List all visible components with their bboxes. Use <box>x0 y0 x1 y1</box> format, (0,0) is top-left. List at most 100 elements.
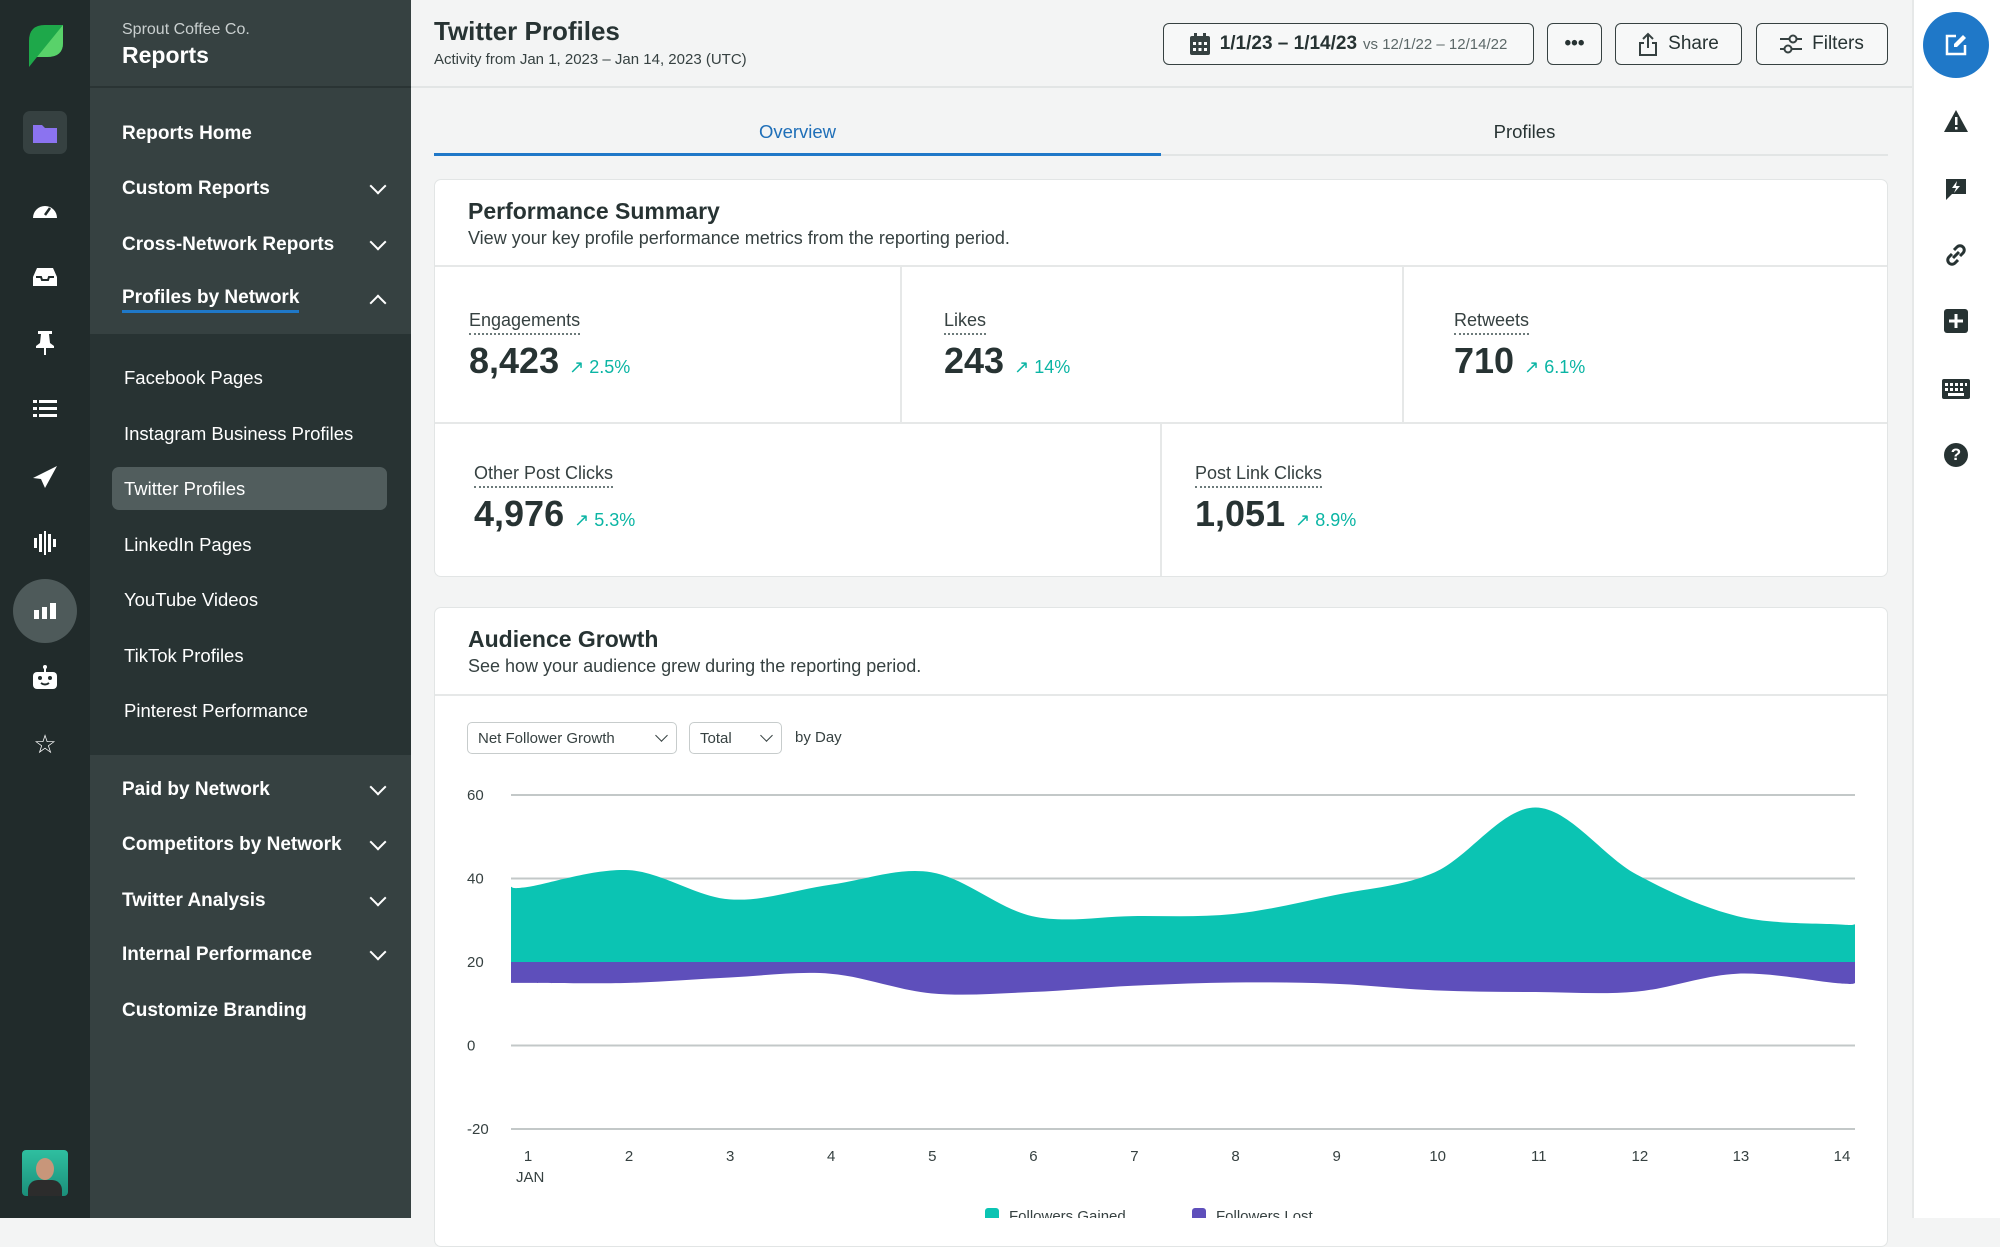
y-tick-label: -20 <box>467 1121 489 1138</box>
help-icon[interactable]: ? <box>1944 443 1968 467</box>
mode-select-value: Total <box>700 729 732 747</box>
metric-label-post-link-clicks[interactable]: Post Link Clicks <box>1195 463 1323 488</box>
legend-swatch <box>985 1208 999 1218</box>
compare-range-text: vs 12/1/22 – 12/14/22 <box>1363 35 1508 53</box>
y-tick-label: 20 <box>467 954 484 971</box>
x-tick-label: 14 <box>1834 1148 1851 1165</box>
metric-value: 243 <box>944 340 1005 381</box>
tab-profiles[interactable]: Profiles <box>1493 121 1556 142</box>
calendar-icon <box>1189 33 1210 55</box>
inbox-icon[interactable] <box>25 257 65 297</box>
share-icon <box>1639 32 1658 56</box>
tab-overview[interactable]: Overview <box>434 110 1161 156</box>
page-subtitle: Activity from Jan 1, 2023 – Jan 14, 2023… <box>434 51 747 68</box>
metric-change: 6.1% <box>1544 357 1586 377</box>
x-tick-label: 2 <box>625 1148 633 1165</box>
sidebar-item-custom-reports[interactable]: Custom Reports <box>122 174 392 204</box>
date-range-button[interactable]: 1/1/23 – 1/14/23 vs 12/1/22 – 12/14/22 <box>1163 23 1534 65</box>
gauge-icon[interactable] <box>25 189 65 229</box>
metric-post-link-clicks: 1,051 ↗ 8.9% <box>1195 493 1356 535</box>
subitem-twitter-profiles[interactable]: Twitter Profiles <box>124 478 246 499</box>
date-range-text: 1/1/23 – 1/14/23 <box>1219 33 1358 54</box>
metric-value: 8,423 <box>469 340 560 381</box>
subitem-pinterest-performance[interactable]: Pinterest Performance <box>124 700 309 721</box>
user-avatar[interactable] <box>22 1150 68 1196</box>
sprout-logo-icon[interactable] <box>22 22 68 68</box>
sidebar-item-profiles-by-network[interactable]: Profiles by Network <box>122 285 392 315</box>
card-subtitle: See how your audience grew during the re… <box>468 656 922 676</box>
add-square-icon[interactable] <box>1944 309 1968 338</box>
send-icon[interactable] <box>25 457 65 497</box>
arrow-up-right-icon: ↗ <box>1014 357 1030 377</box>
metric-other-post-clicks: 4,976 ↗ 5.3% <box>474 493 635 535</box>
metric-label-other-post-clicks[interactable]: Other Post Clicks <box>474 463 614 488</box>
chevron-down-icon <box>369 889 387 907</box>
keyboard-icon[interactable] <box>1942 379 1970 404</box>
chevron-down-icon <box>369 778 387 796</box>
metric-likes: 243 ↗ 14% <box>944 340 1070 382</box>
chevron-up-icon <box>369 294 387 312</box>
card-title: Performance Summary <box>468 198 720 224</box>
x-sublabel: JAN <box>516 1169 544 1186</box>
sidebar-item-label: Twitter Analysis <box>122 890 266 911</box>
sidebar-header: Sprout Coffee Co. Reports <box>90 0 411 88</box>
metric-label-retweets[interactable]: Retweets <box>1454 310 1530 335</box>
compose-button[interactable] <box>1923 12 1989 78</box>
arrow-up-right-icon: ↗ <box>1524 357 1540 377</box>
chevron-down-icon <box>655 729 668 742</box>
sidebar-item-twitter-analysis[interactable]: Twitter Analysis <box>122 886 392 916</box>
x-tick-label: 1 <box>524 1148 532 1165</box>
x-tick-label: 6 <box>1029 1148 1037 1165</box>
divider <box>435 694 1887 696</box>
sidebar-item-internal-performance[interactable]: Internal Performance <box>122 940 392 970</box>
subitem-linkedin-pages[interactable]: LinkedIn Pages <box>124 534 252 555</box>
sidebar-item-customize-branding[interactable]: Customize Branding <box>122 996 392 1026</box>
card-subtitle: View your key profile performance metric… <box>468 228 1010 248</box>
metric-engagements: 8,423 ↗ 2.5% <box>469 340 630 382</box>
pin-icon[interactable] <box>25 323 65 363</box>
page-header: Twitter Profiles Activity from Jan 1, 20… <box>411 0 1912 88</box>
x-tick-label: 3 <box>726 1148 734 1165</box>
subitem-instagram-business-profiles[interactable]: Instagram Business Profiles <box>124 423 354 444</box>
metric-change: 5.3% <box>594 510 636 530</box>
page-title: Twitter Profiles <box>434 16 620 46</box>
folder-icon <box>25 113 65 153</box>
share-button[interactable]: Share <box>1615 23 1742 65</box>
listening-waveform-icon[interactable] <box>25 523 65 563</box>
tab-bar: Overview Profiles <box>434 110 1888 156</box>
alert-warning-icon[interactable] <box>1944 110 1968 137</box>
subitem-youtube-videos[interactable]: YouTube Videos <box>124 589 259 610</box>
sidebar-item-label: Paid by Network <box>122 779 270 800</box>
sidebar-item-label: Custom Reports <box>122 178 270 199</box>
metric-label-likes[interactable]: Likes <box>944 310 987 335</box>
x-tick-label: 5 <box>928 1148 936 1165</box>
link-icon[interactable] <box>1944 243 1968 272</box>
mode-select[interactable]: Total <box>689 722 782 754</box>
sidebar-item-paid-by-network[interactable]: Paid by Network <box>122 775 392 805</box>
sidebar-item-competitors-by-network[interactable]: Competitors by Network <box>122 830 392 860</box>
x-tick-label: 4 <box>827 1148 835 1165</box>
share-label: Share <box>1668 33 1719 54</box>
subitem-facebook-pages[interactable]: Facebook Pages <box>124 367 263 388</box>
metric-select[interactable]: Net Follower Growth <box>467 722 677 754</box>
more-options-button[interactable]: ••• <box>1547 23 1602 65</box>
x-tick-label: 13 <box>1733 1148 1750 1165</box>
right-action-rail: ? <box>1912 0 2000 1218</box>
feedback-bolt-icon[interactable] <box>1944 177 1968 206</box>
sidebar-item-label: Competitors by Network <box>122 834 342 855</box>
sidebar-item-label: Customize Branding <box>122 1000 307 1021</box>
subitem-tiktok-profiles[interactable]: TikTok Profiles <box>124 645 244 666</box>
list-icon[interactable] <box>25 389 65 429</box>
bot-icon[interactable] <box>25 657 65 697</box>
metric-label-engagements[interactable]: Engagements <box>469 310 581 335</box>
sidebar-item-cross-network-reports[interactable]: Cross-Network Reports <box>122 230 392 260</box>
metric-select-value: Net Follower Growth <box>478 729 615 747</box>
chevron-down-icon <box>369 943 387 961</box>
y-tick-label: 0 <box>467 1038 475 1055</box>
star-icon[interactable]: ☆ <box>33 728 57 759</box>
x-tick-label: 9 <box>1332 1148 1340 1165</box>
legend-label: Followers Lost <box>1216 1208 1314 1218</box>
filters-button[interactable]: Filters <box>1756 23 1888 65</box>
sidebar-item-reports-home[interactable]: Reports Home <box>122 119 392 149</box>
chevron-down-icon <box>369 233 387 251</box>
